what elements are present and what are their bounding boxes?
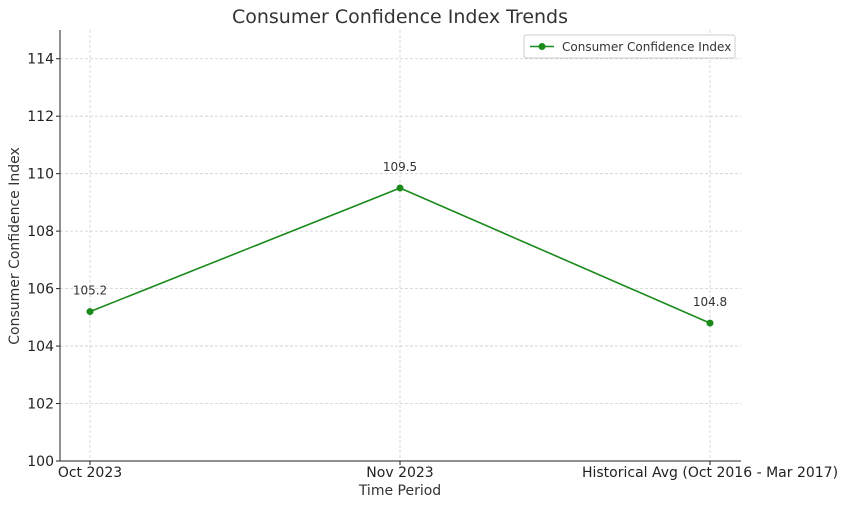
- y-tick-label: 112: [27, 109, 54, 125]
- y-tick-label: 108: [27, 224, 54, 240]
- x-tick-label: Historical Avg (Oct 2016 - Mar 2017): [582, 465, 838, 481]
- chart-title: Consumer Confidence Index Trends: [232, 6, 568, 28]
- y-tick-label: 100: [27, 454, 54, 470]
- x-axis-label: Time Period: [358, 483, 441, 499]
- y-axis-label: Consumer Confidence Index: [7, 147, 23, 345]
- y-tick-label: 102: [27, 397, 54, 413]
- data-point: [706, 319, 714, 327]
- legend-box: [523, 34, 736, 59]
- x-tick-label: Oct 2023: [58, 465, 122, 481]
- data-point: [396, 184, 404, 192]
- y-tick-label: 104: [27, 339, 54, 355]
- legend: Consumer Confidence Index: [523, 34, 736, 59]
- y-tick-label: 106: [27, 282, 54, 298]
- y-tick-label: 110: [27, 167, 54, 183]
- ticks: 100 102 104 106 108 110 112 114 Oct 2023 Nov 2023…: [27, 52, 838, 481]
- grid: [60, 30, 741, 461]
- legend-point-marker: [538, 43, 546, 50]
- data-label: 105.2: [73, 284, 107, 298]
- legend-label: Consumer Confidence Index: [562, 40, 731, 54]
- axes: [59, 30, 741, 462]
- data-point: [86, 308, 94, 316]
- x-tick-label: Nov 2023: [366, 465, 433, 481]
- y-tick-label: 114: [27, 52, 54, 68]
- data-label: 104.8: [693, 295, 727, 309]
- data-labels: 105.2 109.5 104.8: [73, 160, 727, 309]
- series: [86, 184, 714, 327]
- data-label: 109.5: [383, 160, 417, 174]
